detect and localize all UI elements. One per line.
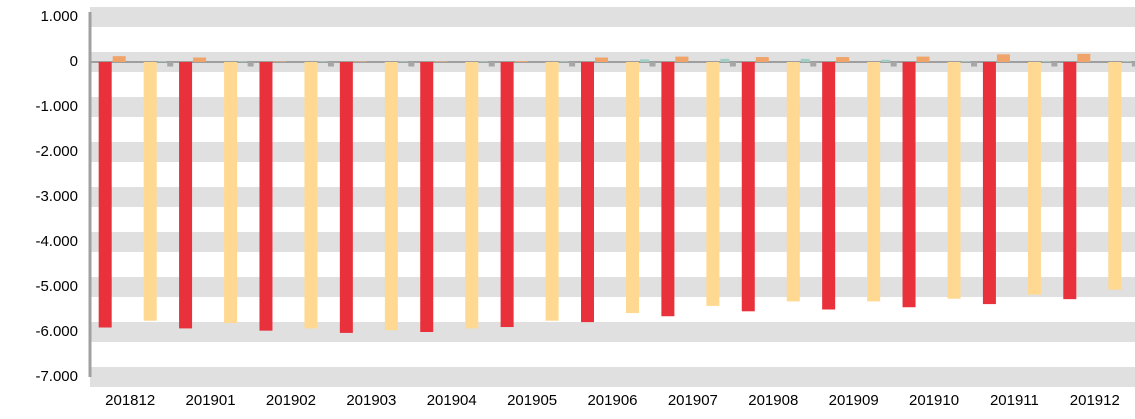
bar	[983, 62, 996, 304]
bar	[836, 57, 849, 62]
bar	[650, 62, 656, 67]
grid-band	[90, 187, 1135, 207]
bar	[822, 62, 835, 310]
bar	[167, 62, 173, 67]
x-tick-label: 201907	[668, 392, 718, 409]
y-tick-label: -5.000	[35, 278, 78, 295]
bar	[1051, 62, 1057, 67]
grid-band	[90, 367, 1135, 387]
bar	[569, 62, 575, 67]
bar	[385, 62, 398, 330]
bar	[1108, 62, 1121, 290]
bar	[193, 58, 206, 63]
bar	[756, 57, 769, 62]
bar	[581, 62, 594, 322]
bar	[515, 61, 528, 62]
x-tick-label: 201911	[990, 392, 1039, 409]
y-tick-label: -7.000	[35, 368, 78, 385]
bar	[867, 62, 880, 301]
bar	[903, 62, 916, 307]
bar	[720, 59, 729, 62]
bar	[179, 62, 192, 328]
x-tick-label: 201903	[346, 392, 396, 409]
grid-band	[90, 142, 1135, 162]
bar	[113, 56, 126, 62]
x-tick-label: 201901	[186, 392, 236, 409]
bar	[224, 62, 237, 323]
y-tick-label: -1.000	[35, 98, 78, 115]
grid-band	[90, 322, 1135, 342]
bar	[501, 62, 514, 327]
bar	[465, 62, 478, 328]
bar	[489, 62, 495, 67]
bar	[640, 59, 649, 62]
bar	[787, 62, 800, 301]
y-tick-label: -2.000	[35, 143, 78, 160]
bar	[1028, 62, 1041, 295]
x-tick-label: 201812	[105, 392, 155, 409]
bar	[328, 62, 334, 67]
grid-band	[90, 97, 1135, 117]
bar	[810, 62, 816, 67]
bar	[259, 62, 272, 331]
bar	[248, 62, 254, 67]
x-tick-label: 201906	[587, 392, 637, 409]
bar	[340, 62, 353, 333]
bar	[742, 62, 755, 311]
bar	[948, 62, 961, 299]
bar	[1077, 54, 1090, 62]
x-tick-label: 201912	[1070, 392, 1120, 409]
bar	[706, 62, 719, 306]
y-tick-label: 1.000	[40, 8, 78, 25]
x-tick-label: 201908	[748, 392, 798, 409]
bar	[595, 58, 608, 63]
bar	[420, 62, 433, 332]
y-tick-label: 0	[70, 53, 78, 70]
bar	[99, 62, 112, 328]
x-tick-label: 201904	[427, 392, 477, 409]
bar	[801, 59, 810, 62]
bar	[730, 62, 736, 67]
y-tick-label: -3.000	[35, 188, 78, 205]
bar	[144, 62, 157, 321]
bar	[891, 62, 897, 67]
bar	[675, 57, 688, 62]
x-tick-label: 201905	[507, 392, 557, 409]
grid-band	[90, 277, 1135, 297]
bar	[304, 62, 317, 328]
bar	[971, 62, 977, 67]
bar	[546, 62, 559, 321]
bar	[881, 60, 890, 62]
bar	[626, 62, 639, 313]
bar	[408, 62, 414, 67]
grid-band	[90, 232, 1135, 252]
y-tick-label: -6.000	[35, 323, 78, 340]
bar	[661, 62, 674, 316]
bar	[997, 54, 1010, 62]
x-tick-label: 201902	[266, 392, 316, 409]
y-tick-label: -4.000	[35, 233, 78, 250]
x-tick-label: 201910	[909, 392, 959, 409]
x-tick-label: 201909	[829, 392, 879, 409]
grid-band	[90, 7, 1135, 27]
bar	[1063, 62, 1076, 299]
bar	[917, 57, 930, 62]
